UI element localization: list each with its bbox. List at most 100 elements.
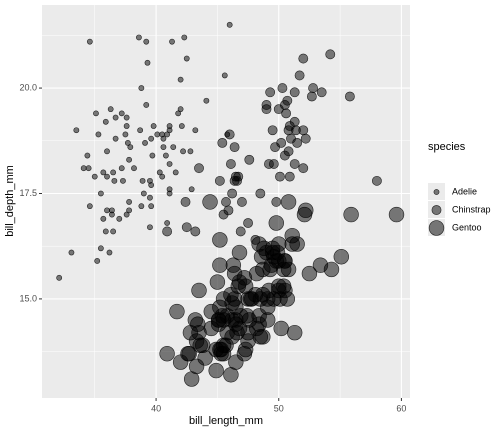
point (100, 215, 107, 222)
point (191, 282, 207, 299)
y-tick-label: 17.5 (19, 188, 37, 198)
point (112, 135, 119, 142)
point (218, 209, 229, 220)
point (124, 139, 131, 146)
point (181, 222, 192, 233)
point (147, 224, 153, 231)
point (268, 159, 279, 169)
point (109, 207, 115, 214)
point (91, 173, 98, 180)
point (110, 228, 117, 235)
point (162, 226, 173, 237)
point (86, 203, 93, 210)
point (68, 249, 75, 256)
legend-symbol (433, 189, 440, 195)
point (123, 211, 130, 218)
point (126, 199, 132, 205)
point (164, 131, 171, 138)
point (104, 173, 110, 180)
point (118, 165, 125, 172)
x-tick-label: 60 (396, 403, 406, 413)
point (166, 190, 173, 197)
point (283, 125, 294, 136)
point (306, 91, 317, 102)
point (298, 202, 314, 219)
point (131, 165, 137, 172)
point (289, 236, 305, 252)
x-tick-label: 40 (151, 403, 161, 413)
point (316, 87, 327, 98)
point (190, 316, 206, 332)
point (144, 59, 151, 66)
point (181, 346, 197, 362)
point (276, 137, 287, 148)
point (273, 320, 289, 337)
point (181, 34, 188, 41)
point (111, 177, 118, 184)
point (102, 118, 109, 125)
point (286, 324, 303, 341)
point (86, 38, 93, 45)
point (100, 169, 107, 176)
point (251, 316, 267, 332)
point (147, 194, 153, 201)
y-tick-label: 15.0 (19, 293, 37, 303)
point (294, 70, 305, 81)
point (120, 177, 126, 184)
point (110, 169, 117, 176)
point (148, 203, 155, 210)
point (123, 123, 130, 129)
point (112, 114, 119, 121)
point (160, 144, 167, 151)
point (97, 245, 104, 252)
legend-symbol (428, 220, 445, 236)
point (138, 203, 145, 210)
y-tick-label: 20.0 (19, 82, 37, 92)
point (229, 175, 240, 186)
point (143, 38, 150, 45)
point (56, 274, 63, 281)
legend-title: species (428, 141, 466, 153)
x-axis-title: bill_length_mm (189, 415, 263, 427)
point (137, 127, 144, 134)
legend: species Adelie Chinstrap Gentoo (428, 141, 491, 236)
legend-label: Adelie (452, 186, 477, 196)
point (190, 226, 201, 237)
point (140, 190, 147, 197)
point (93, 110, 99, 117)
point (166, 123, 173, 129)
point (169, 303, 185, 320)
point (261, 100, 272, 110)
point (183, 55, 190, 62)
point (177, 76, 184, 83)
point (208, 362, 224, 379)
point (298, 53, 309, 64)
point (178, 123, 185, 129)
point (94, 258, 101, 264)
legend-label: Gentoo (452, 222, 482, 232)
point (177, 106, 184, 113)
point (237, 197, 247, 207)
point (280, 194, 297, 210)
point (116, 215, 123, 222)
point (164, 220, 171, 226)
axes: 40 50 60 15.0 17.5 20.0 (19, 82, 406, 413)
point (159, 173, 166, 180)
point (169, 38, 175, 45)
point (126, 207, 132, 214)
point (203, 97, 210, 104)
point (187, 148, 194, 155)
point (265, 87, 276, 98)
point (172, 169, 179, 176)
point (192, 127, 199, 134)
point (388, 206, 405, 223)
point (136, 34, 142, 41)
point (148, 135, 155, 142)
y-axis-title: bill_depth_mm (4, 165, 16, 237)
point (344, 91, 355, 102)
point (333, 249, 350, 265)
point (292, 137, 303, 148)
point (325, 49, 336, 60)
point (106, 249, 113, 256)
point (122, 131, 129, 138)
